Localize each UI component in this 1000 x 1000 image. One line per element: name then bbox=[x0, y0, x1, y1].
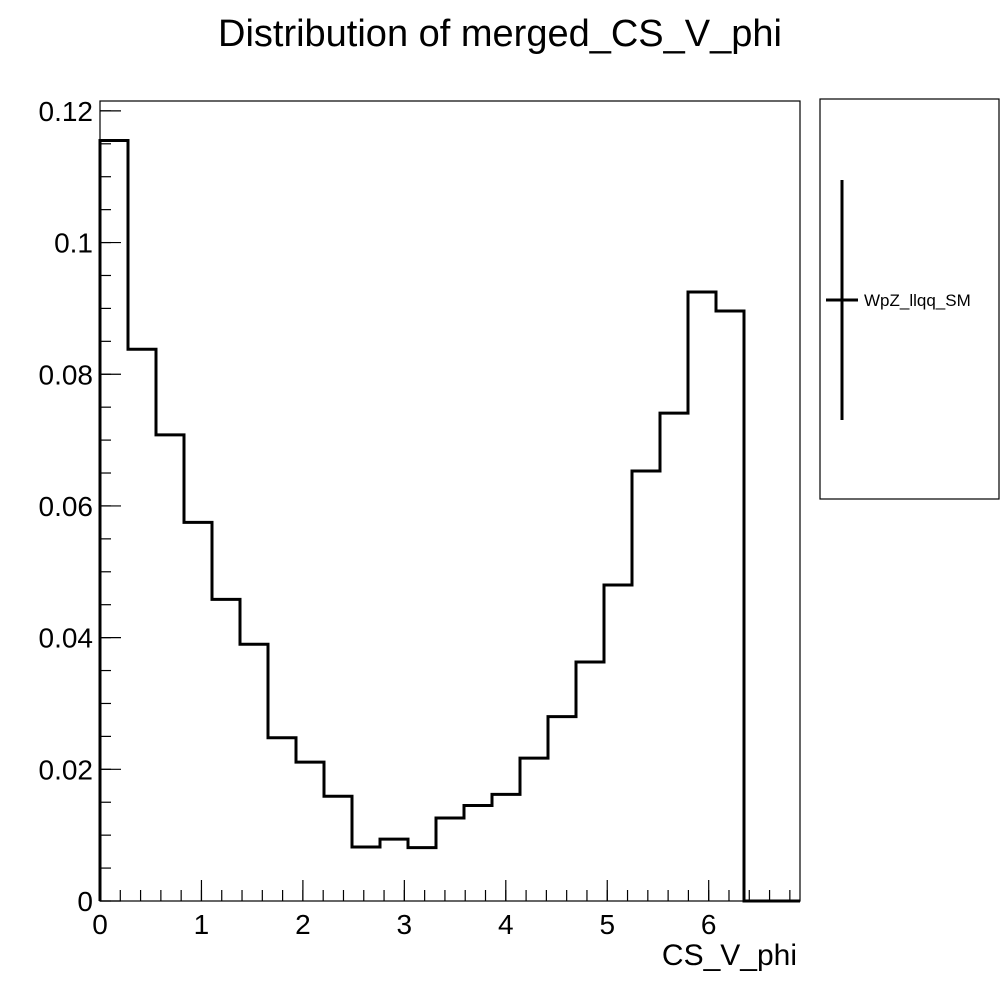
y-axis: 0 0.02 0.04 0.06 0.08 0.1 0.12 bbox=[39, 96, 121, 917]
histogram-bin bbox=[100, 141, 128, 901]
histogram-bin bbox=[688, 292, 716, 901]
histogram-bin bbox=[436, 818, 464, 901]
histogram-bin bbox=[604, 585, 632, 901]
histogram-bin bbox=[156, 435, 184, 901]
histogram-bin bbox=[408, 848, 436, 901]
histogram-bin bbox=[352, 847, 380, 901]
y-tick-label: 0.02 bbox=[39, 754, 94, 785]
x-tick-label: 3 bbox=[397, 909, 413, 940]
histogram-bin bbox=[268, 738, 296, 901]
x-tick-label: 4 bbox=[498, 909, 514, 940]
histogram-bin bbox=[212, 599, 240, 901]
y-tick-label: 0.1 bbox=[54, 228, 93, 259]
histogram-bin bbox=[128, 349, 156, 901]
y-tick-label: 0.12 bbox=[39, 96, 94, 127]
x-tick-label: 0 bbox=[92, 909, 108, 940]
legend: WpZ_llqq_SM bbox=[819, 98, 1000, 500]
histogram-bin bbox=[184, 522, 212, 901]
x-tick-label: 5 bbox=[599, 909, 615, 940]
histogram-bin bbox=[324, 796, 352, 901]
histogram-bin bbox=[240, 644, 268, 901]
x-tick-label: 1 bbox=[194, 909, 210, 940]
y-tick-label: 0.04 bbox=[39, 623, 94, 654]
x-axis: 0 1 2 3 4 5 6 bbox=[92, 880, 791, 940]
histogram-bin bbox=[632, 471, 660, 901]
legend-label: WpZ_llqq_SM bbox=[864, 291, 971, 310]
y-tick-label: 0.06 bbox=[39, 491, 94, 522]
x-tick-label: 2 bbox=[295, 909, 311, 940]
histogram-bin bbox=[576, 662, 604, 901]
histogram-bin bbox=[716, 311, 744, 901]
histogram-outline bbox=[98, 139, 800, 903]
y-tick-label: 0.08 bbox=[39, 359, 94, 390]
x-tick-label: 6 bbox=[701, 909, 717, 940]
x-axis-label: CS_V_phi bbox=[662, 939, 797, 972]
chart-title: Distribution of merged_CS_V_phi bbox=[218, 13, 782, 55]
histogram-bin bbox=[520, 758, 548, 901]
histogram-bars bbox=[100, 141, 744, 901]
histogram-bin bbox=[464, 806, 492, 901]
histogram-bin bbox=[296, 762, 324, 901]
histogram-bin bbox=[660, 413, 688, 901]
histogram-bin bbox=[548, 717, 576, 901]
y-tick-label: 0 bbox=[77, 886, 93, 917]
plot-frame bbox=[99, 100, 801, 902]
